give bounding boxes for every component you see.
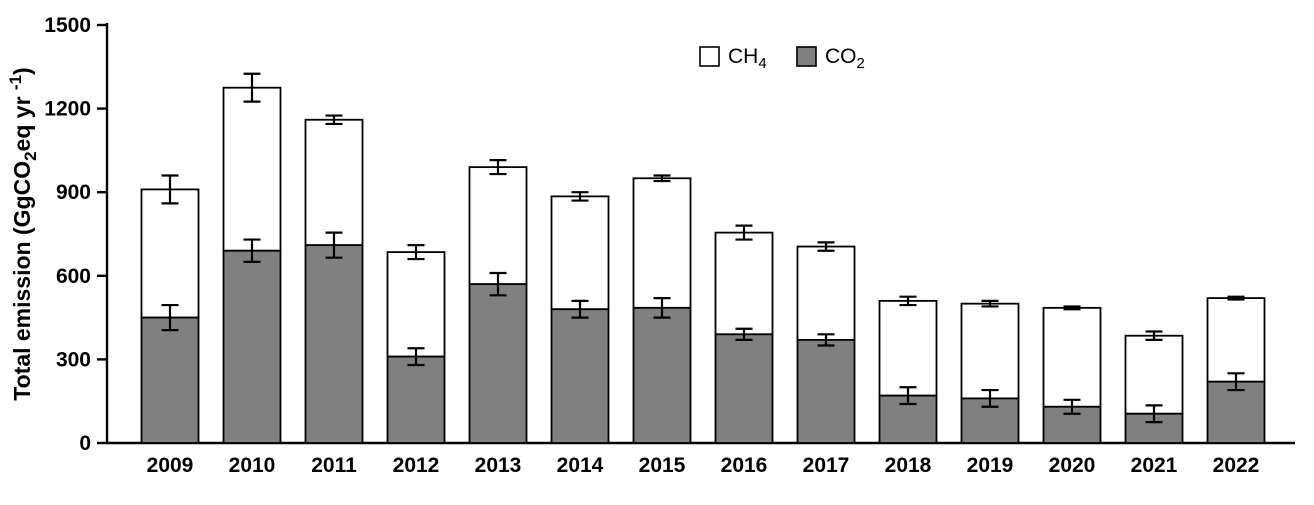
bar-ch4-2019 [960, 302, 1020, 400]
bar-co2-2016 [714, 333, 774, 444]
bar-co2-2014 [550, 308, 610, 444]
x-tick-label-2014: 2014 [557, 454, 604, 477]
bar-co2-2015 [632, 306, 692, 444]
x-tick-label-2010: 2010 [229, 454, 276, 477]
x-tick-label-2012: 2012 [393, 454, 440, 477]
bar-ch4-2020 [1042, 306, 1102, 408]
bar-co2-2011 [304, 244, 364, 444]
x-tick-label-2013: 2013 [475, 454, 522, 477]
bar-ch4-2021 [1124, 334, 1184, 415]
bar-ch4-2011 [304, 118, 364, 247]
legend-swatch-ch4 [699, 46, 720, 67]
y-tick-label: 600 [56, 265, 91, 288]
x-tick-label-2015: 2015 [639, 454, 686, 477]
bar-ch4-2018 [878, 299, 938, 397]
x-tick-label-2022: 2022 [1213, 454, 1260, 477]
x-tick-label-2019: 2019 [967, 454, 1014, 477]
legend-label-ch4: CH4 [728, 45, 767, 72]
bar-co2-2013 [468, 283, 528, 444]
y-tick-label: 1200 [44, 98, 91, 121]
x-tick-label-2016: 2016 [721, 454, 768, 477]
bar-ch4-2014 [550, 195, 610, 311]
x-tick-label-2020: 2020 [1049, 454, 1096, 477]
y-tick-label: 300 [56, 348, 91, 371]
x-tick-label-2021: 2021 [1131, 454, 1178, 477]
bar-ch4-2010 [222, 86, 282, 252]
bar-co2-2017 [796, 338, 856, 444]
x-tick-label-2018: 2018 [885, 454, 932, 477]
y-tick-label: 1500 [44, 14, 91, 37]
bar-ch4-2022 [1206, 297, 1266, 383]
bar-co2-2009 [140, 316, 200, 444]
bar-ch4-2013 [468, 166, 528, 286]
bar-ch4-2015 [632, 177, 692, 309]
bar-co2-2012 [386, 355, 446, 444]
x-tick-label-2011: 2011 [311, 454, 357, 477]
bar-ch4-2009 [140, 188, 200, 319]
x-tick-label-2017: 2017 [803, 454, 850, 477]
y-axis-title: Total emission (GgCO2eq yr -1) [6, 67, 40, 400]
bar-ch4-2017 [796, 245, 856, 341]
bar-ch4-2012 [386, 251, 446, 358]
x-tick-label-2009: 2009 [147, 454, 194, 477]
bar-co2-2022 [1206, 380, 1266, 444]
bar-co2-2010 [222, 249, 282, 444]
bar-ch4-2016 [714, 231, 774, 336]
legend-label-co2: CO2 [825, 45, 865, 72]
y-tick-label: 0 [79, 432, 91, 455]
legend-swatch-co2 [796, 46, 817, 67]
y-tick-label: 900 [56, 181, 91, 204]
